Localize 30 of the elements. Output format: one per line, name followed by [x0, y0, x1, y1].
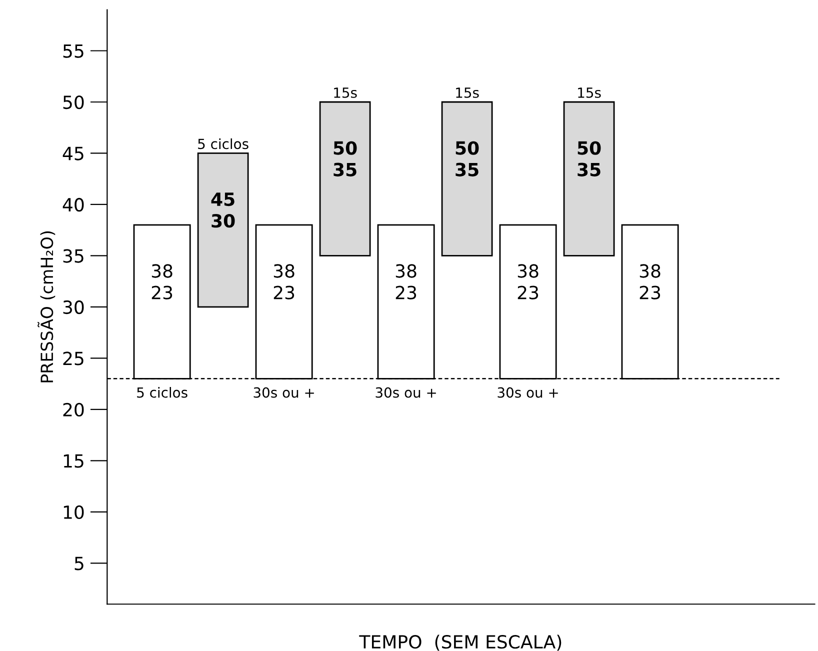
annotation: 50 35	[334, 141, 357, 176]
annotation: 38 23	[518, 264, 538, 300]
x-tick-label: 30s ou +	[498, 387, 558, 398]
y-tick-label: 25	[63, 352, 84, 366]
y-tick-label: 40	[62, 198, 84, 212]
y-tick-label: 45	[62, 146, 84, 160]
annotation: 15s	[578, 88, 601, 98]
annotation: 45 30	[211, 192, 235, 228]
y-tick-label: 35	[63, 249, 84, 263]
annotation: 50 35	[456, 141, 479, 176]
annotation: 15s	[456, 88, 479, 98]
annotation: 15s	[334, 88, 357, 98]
annotation: 38 23	[152, 264, 172, 300]
annotation: 5 ciclos	[198, 138, 248, 150]
y-tick-label: 50	[63, 95, 84, 110]
annotation: 38 23	[274, 264, 294, 300]
y-tick-label: 55	[63, 44, 84, 58]
x-axis-title: TEMPO (SEM ESCALA)	[359, 634, 562, 651]
x-tick-label: 30s ou +	[376, 387, 436, 398]
annotation: 38 23	[640, 264, 660, 300]
y-tick-label: 15	[64, 454, 84, 468]
annotation: 38 23	[396, 264, 416, 300]
y-tick-label: 20	[63, 402, 84, 417]
y-axis-title: PRESSÃO (cmH₂O)	[38, 231, 56, 382]
y-tick-label: 10	[64, 505, 84, 520]
x-tick-label: 30s ou +	[254, 387, 314, 398]
y-tick-label: 5	[74, 556, 84, 570]
y-tick-label: 30	[63, 300, 84, 314]
x-tick-label: 5 ciclos	[137, 387, 188, 398]
annotation: 50 35	[578, 141, 601, 176]
